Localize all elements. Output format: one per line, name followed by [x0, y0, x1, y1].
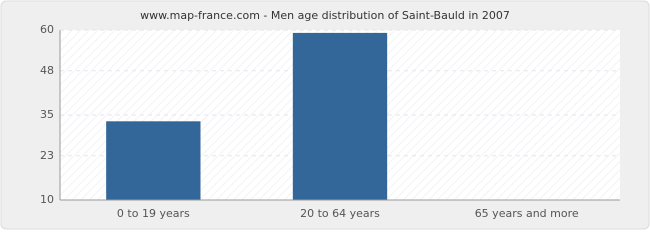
y-tick-label: 48: [40, 64, 54, 77]
x-tick-label: 65 years and more: [475, 207, 579, 220]
y-tick-label: 60: [40, 23, 54, 36]
chart-title: www.map-france.com - Men age distributio…: [140, 9, 510, 22]
y-tick-label: 35: [40, 108, 54, 121]
y-tick-label: 10: [40, 193, 54, 206]
y-tick-label: 23: [40, 149, 54, 162]
x-tick-label: 0 to 19 years: [117, 207, 190, 220]
bar: [292, 32, 388, 201]
x-tick-label: 20 to 64 years: [300, 207, 380, 220]
bar: [106, 121, 201, 201]
chart: www.map-france.com - Men age distributio…: [0, 0, 650, 230]
